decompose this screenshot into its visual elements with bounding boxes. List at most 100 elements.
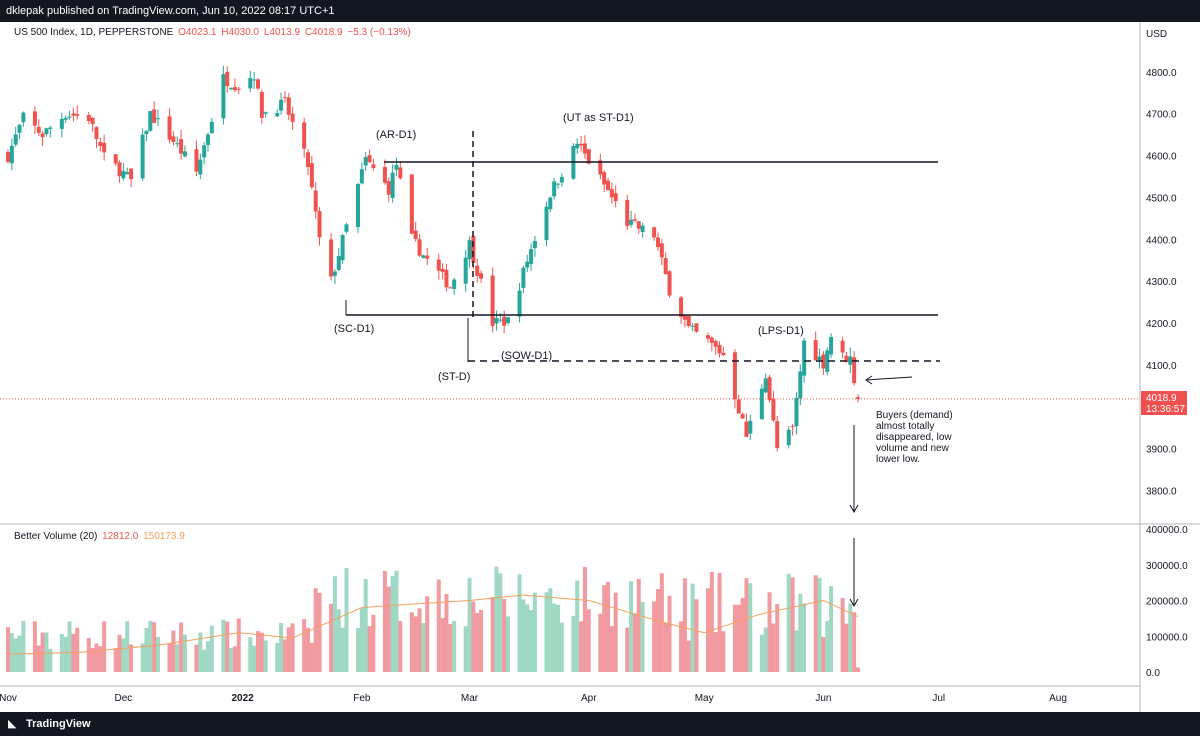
- footer-brand[interactable]: TradingView: [26, 718, 91, 730]
- candle-body: [236, 88, 241, 90]
- volume-legend[interactable]: Better Volume (20) 12812.0 150173.9: [14, 531, 185, 542]
- candle-body: [529, 249, 534, 264]
- close-value: C4018.9: [304, 27, 343, 38]
- candle-body: [71, 113, 76, 116]
- volume-bar: [290, 623, 295, 672]
- volume-bar: [659, 573, 664, 672]
- volume-bar: [636, 578, 641, 672]
- volume-bar: [344, 568, 349, 672]
- volume-bar: [332, 576, 337, 672]
- volume-bar: [613, 592, 618, 672]
- candle-body: [502, 316, 507, 326]
- volume-indicator-name: Better Volume (20): [14, 531, 98, 542]
- volume-bar: [148, 620, 153, 672]
- candle-body: [717, 345, 722, 354]
- candle-body: [259, 92, 264, 118]
- candle-body: [706, 335, 710, 339]
- volume-bar: [632, 613, 637, 672]
- time-tick-5: Apr: [581, 693, 597, 704]
- volume-bar: [629, 581, 634, 672]
- volume-bar: [521, 599, 526, 672]
- volume-bar: [67, 621, 72, 672]
- currency-label: USD: [1146, 29, 1167, 40]
- candle-body: [694, 323, 699, 332]
- candle-body: [359, 169, 364, 184]
- candle-body: [175, 143, 180, 145]
- volume-bar: [356, 628, 360, 672]
- low-value: L4013.9: [263, 27, 301, 38]
- volume-bar: [602, 585, 607, 672]
- candle-body: [840, 340, 845, 353]
- candle-body: [40, 133, 45, 138]
- price-tick-1: 4700.0: [1146, 110, 1177, 121]
- annotation-ar-d1: (AR-D1): [376, 129, 416, 141]
- volume-bar: [598, 613, 603, 672]
- time-tick-4: Mar: [461, 693, 479, 704]
- volume-bar: [494, 566, 499, 672]
- time-tick-8: Jul: [932, 693, 945, 704]
- volume-tick-2: 200000.0: [1146, 597, 1188, 608]
- candle-body: [444, 269, 449, 288]
- candles: [6, 65, 860, 452]
- pointer-arrow-head: [865, 375, 873, 385]
- volume-bar: [421, 623, 426, 672]
- candle-body: [632, 219, 637, 221]
- volume-bar: [571, 616, 576, 672]
- candle-body: [506, 317, 510, 323]
- candle-body: [390, 172, 395, 199]
- volume-bar: [302, 619, 307, 672]
- candle-body: [282, 97, 287, 99]
- candle-body: [202, 145, 207, 158]
- candle-body: [609, 189, 614, 198]
- candle-body: [798, 371, 803, 399]
- candle-body: [521, 267, 526, 288]
- candle-body: [579, 143, 584, 146]
- candle-body: [575, 143, 580, 149]
- volume-bar: [359, 607, 364, 672]
- volume-bar: [548, 588, 553, 672]
- volume-bar: [417, 608, 422, 672]
- price-chart[interactable]: 4800.0 4700.0 4600.0 4500.0 4400.0 4300.0 4200…: [0, 22, 1200, 712]
- volume-bar: [759, 634, 764, 672]
- volume-bar: [236, 618, 241, 672]
- volume-bar: [694, 599, 699, 672]
- pointer-arrow-shaft: [865, 376, 913, 381]
- volume-bar: [517, 574, 522, 672]
- volume-bar: [125, 621, 130, 672]
- candle-body: [713, 340, 718, 347]
- time-axis[interactable]: Nov Dec 2022 Feb Mar Apr May Jun Jul Aug: [0, 693, 1067, 704]
- volume-bar: [32, 621, 37, 672]
- candle-body: [471, 236, 476, 263]
- symbol-legend[interactable]: US 500 Index, 1D, PEPPERSTONE O4023.1 H4…: [14, 27, 411, 38]
- time-tick-9: Aug: [1049, 693, 1067, 704]
- volume-ma-line: [7, 594, 859, 655]
- candle-body: [744, 421, 749, 437]
- candle-body: [117, 162, 122, 177]
- candle-body: [102, 142, 107, 153]
- candle-body: [748, 420, 753, 434]
- candle-body: [13, 134, 18, 145]
- candle-body: [771, 398, 776, 421]
- volume-bar: [529, 609, 534, 672]
- volume-bar: [829, 586, 834, 672]
- candle-body: [436, 259, 441, 271]
- price-tick-6: 4200.0: [1146, 319, 1177, 330]
- candle-body: [463, 257, 468, 284]
- volume-bar: [367, 626, 372, 672]
- volume-bar: [90, 648, 95, 672]
- volume-axis[interactable]: 400000.0 300000.0 200000.0 100000.0 0.0: [1146, 525, 1188, 679]
- volume-bar: [717, 572, 722, 672]
- volume-bar: [490, 597, 495, 672]
- note-line-3: disappeared, low: [876, 432, 952, 443]
- candle-body: [329, 239, 334, 277]
- volume-bar: [663, 622, 668, 672]
- volume-bar: [771, 623, 776, 672]
- volume-bar: [559, 622, 564, 672]
- time-tick-0: Nov: [0, 693, 17, 704]
- volume-bar: [336, 609, 341, 672]
- annotation-st-d: (ST-D): [438, 371, 470, 383]
- candle-body: [709, 337, 714, 343]
- tradingview-logo-icon[interactable]: ◣: [8, 718, 17, 730]
- candle-body: [629, 219, 634, 225]
- candle-body: [59, 118, 64, 129]
